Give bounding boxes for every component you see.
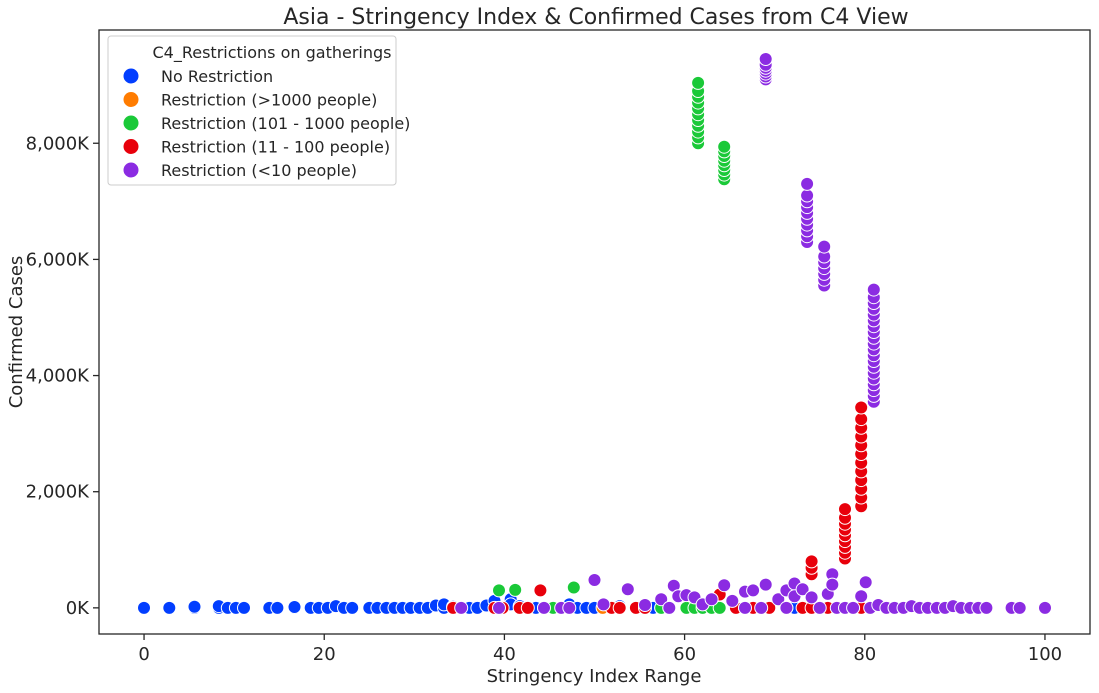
- y-tick-label: 6,000K: [26, 249, 91, 270]
- data-point-series-4: [854, 589, 869, 604]
- data-point-series-2: [691, 75, 706, 90]
- x-tick-label: 0: [138, 644, 149, 665]
- data-point-series-2: [717, 139, 732, 154]
- data-point-series-2: [492, 583, 506, 598]
- data-point-series-4: [1012, 600, 1027, 615]
- data-point-series-4: [812, 600, 827, 615]
- x-tick-label: 20: [313, 644, 336, 665]
- data-point-series-4: [866, 282, 881, 297]
- legend-label: No Restriction: [161, 67, 273, 86]
- x-axis: 0 20 40 60 80 100: [138, 634, 1062, 665]
- data-point-series-4: [800, 188, 815, 203]
- data-point-series-3: [612, 600, 627, 615]
- x-tick-label: 60: [673, 644, 696, 665]
- data-point-series-3: [520, 600, 535, 615]
- data-point-series-2: [508, 582, 523, 597]
- y-axis-label: Confirmed Cases: [6, 256, 27, 409]
- data-point-series-4: [804, 590, 819, 605]
- data-point-series-0: [237, 600, 251, 615]
- data-point-series-4: [758, 52, 773, 66]
- data-point-series-2: [566, 580, 581, 595]
- data-point-series-4: [717, 578, 732, 593]
- data-point-series-3: [838, 502, 852, 517]
- x-axis-label: Stringency Index Range: [487, 666, 702, 687]
- data-point-series-0: [187, 599, 202, 614]
- legend-items: No Restriction Restriction (>1000 people)…: [122, 67, 410, 180]
- data-point-series-4: [725, 593, 740, 608]
- data-point-series-4: [654, 592, 669, 607]
- legend-label: Restriction (101 - 1000 people): [161, 114, 410, 133]
- legend-label: Restriction (11 - 100 people): [161, 138, 390, 157]
- data-point-series-4: [638, 598, 652, 612]
- data-point-series-4: [758, 577, 773, 592]
- data-point-series-4: [492, 600, 506, 615]
- y-tick-label: 2,000K: [26, 482, 91, 503]
- legend-label: Restriction (<10 people): [161, 161, 357, 180]
- legend-marker: [122, 161, 140, 179]
- data-point-series-4: [738, 600, 752, 615]
- legend-marker: [122, 91, 140, 108]
- data-point-series-0: [270, 600, 285, 615]
- legend: C4_Restrictions on gatherings No Restric…: [107, 35, 410, 186]
- x-tick-label: 80: [853, 644, 876, 665]
- data-point-series-4: [1038, 600, 1052, 615]
- data-point-series-4: [979, 600, 994, 615]
- data-point-series-0: [345, 600, 360, 615]
- data-point-series-4: [800, 176, 815, 191]
- y-tick-label: 4,000K: [26, 366, 91, 387]
- chart-title: Asia - Stringency Index & Confirmed Case…: [283, 5, 908, 30]
- data-point-series-4: [620, 582, 635, 597]
- data-point-series-4: [817, 239, 832, 254]
- data-point-series-4: [662, 600, 677, 615]
- data-point-series-0: [162, 600, 177, 615]
- data-point-series-3: [533, 583, 548, 598]
- legend-marker: [122, 114, 140, 132]
- data-point-series-4: [846, 600, 861, 615]
- legend-marker: [122, 67, 140, 85]
- data-point-series-4: [596, 597, 611, 612]
- data-point-series-4: [562, 600, 577, 615]
- legend-box: [107, 35, 397, 186]
- legend-marker: [122, 138, 140, 155]
- y-tick-label: 8,000K: [26, 133, 91, 154]
- legend-label: Restriction (>1000 people): [161, 91, 377, 110]
- data-point-series-4: [771, 592, 786, 607]
- y-tick-label: 0K: [66, 598, 90, 619]
- data-point-series-4: [746, 583, 761, 598]
- y-axis: 0K 2,000K 4,000K 6,000K 8,000K: [26, 133, 99, 619]
- data-point-series-0: [137, 600, 151, 615]
- data-points: [137, 52, 1052, 615]
- data-point-series-3: [854, 400, 869, 415]
- data-point-series-4: [454, 600, 469, 615]
- data-point-series-4: [779, 600, 794, 615]
- data-point-series-0: [287, 600, 302, 614]
- legend-title: C4_Restrictions on gatherings: [153, 43, 392, 63]
- data-point-series-4: [754, 600, 769, 615]
- x-tick-label: 40: [493, 644, 516, 665]
- data-point-series-4: [587, 573, 602, 587]
- data-point-series-4: [704, 592, 719, 607]
- data-point-series-3: [804, 554, 819, 569]
- plot-frame: [98, 29, 1091, 635]
- data-point-series-4: [795, 582, 810, 597]
- data-point-series-3: [854, 412, 869, 427]
- data-point-series-4: [858, 575, 873, 590]
- x-tick-label: 100: [1028, 644, 1062, 665]
- data-point-series-4: [537, 600, 551, 615]
- data-point-series-4: [825, 577, 840, 592]
